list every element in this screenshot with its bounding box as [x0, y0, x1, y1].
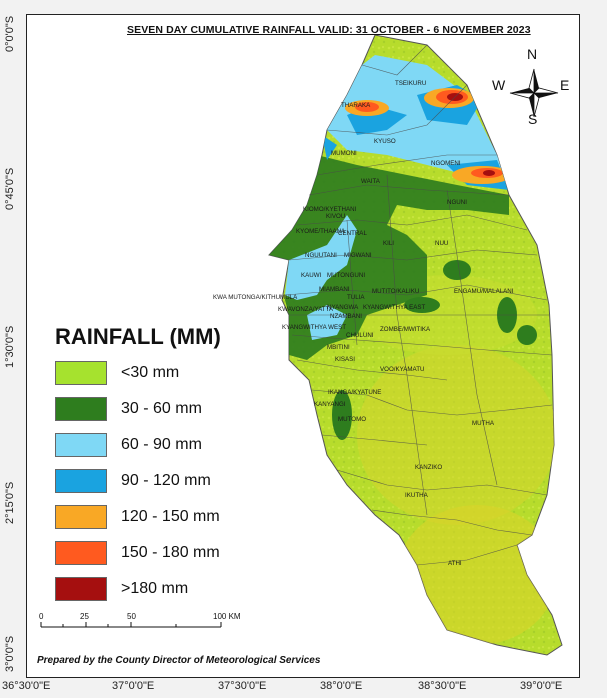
place-label: ZOMBE/MWITIKA [380, 326, 431, 333]
place-label: KYANGWITHYA WEST [282, 324, 346, 331]
lon-label: 37°0'0"E [112, 680, 155, 692]
compass-south: S [528, 111, 538, 127]
place-label: MIGWANI [344, 252, 372, 259]
legend-swatch [55, 469, 107, 493]
place-label: ATHI [448, 560, 462, 567]
place-label: KAUWI [301, 272, 322, 279]
lat-label: 2°15'0"S [4, 481, 16, 524]
lat-label: 0°45'0"S [4, 167, 16, 210]
place-labels: TSEIKURU THARAKA KYUSO MUMONI NGOMENI WAITA NG… [213, 80, 514, 567]
legend-item: <30 mm [55, 361, 179, 385]
place-label: THARAKA [341, 102, 371, 109]
compass-rose-icon [509, 68, 559, 118]
place-label: KWA MUTONGA/KITHUMULA [213, 294, 298, 301]
place-label: TSEIKURU [395, 80, 426, 87]
place-label: IKUTHA [405, 492, 429, 499]
legend-label: 30 - 60 mm [121, 400, 202, 417]
scale-tick: 0 [39, 612, 44, 621]
legend-title: RAINFALL (MM) [55, 324, 221, 349]
place-label: MIAMBANI [319, 286, 350, 293]
legend-swatch [55, 577, 107, 601]
place-label: MUTONGUNI [327, 272, 365, 279]
compass-west: W [492, 77, 506, 93]
place-label: ENGAMU/MALALANI [454, 288, 514, 295]
place-label: NZAMBANI [330, 313, 362, 320]
legend-item: 150 - 180 mm [55, 541, 220, 565]
place-label: KANZIKO [415, 464, 442, 471]
place-label: VOO/KYAMATU [380, 366, 424, 373]
scale-tick: 50 [127, 612, 136, 621]
legend-swatch [55, 505, 107, 529]
legend-label: <30 mm [121, 364, 180, 381]
map-title: SEVEN DAY CUMULATIVE RAINFALL VALID: 31 … [127, 24, 531, 36]
place-label: NUU [435, 240, 448, 247]
lat-label: 1°30'0"S [4, 325, 16, 368]
legend-label: 150 - 180 mm [121, 544, 220, 561]
place-label: KISASI [335, 356, 355, 363]
legend-item: 60 - 90 mm [55, 433, 202, 457]
place-label: MUTHA [472, 420, 495, 427]
place-label: KANYANGI [314, 401, 346, 408]
lon-label: 38°0'0"E [320, 680, 363, 692]
place-label: NGOMENI [431, 160, 461, 167]
place-label: NGUNI [447, 199, 467, 206]
legend-item: 120 - 150 mm [55, 505, 220, 529]
place-label: KIOMO/KYETHANI [303, 206, 357, 213]
scale-tick: 100 KM [213, 612, 241, 621]
lat-label: 3°0'0"S [4, 635, 16, 672]
legend-swatch [55, 361, 107, 385]
place-label: WAITA [361, 178, 381, 185]
credit-line: Prepared by the County Director of Meteo… [37, 655, 321, 666]
map-frame: TSEIKURU THARAKA KYUSO MUMONI NGOMENI WAITA NG… [26, 14, 580, 678]
place-label: CENTRAL [338, 230, 367, 237]
place-label: MBITINI [327, 344, 350, 351]
place-label: MUMONI [331, 150, 357, 157]
place-label: KYANGWITHYA EAST [363, 304, 426, 311]
lon-label: 39°0'0"E [520, 680, 563, 692]
zone-60-90-north [327, 55, 509, 185]
ward-boundaries [284, 44, 553, 566]
place-label: MUTITO/KALIKU [372, 288, 419, 295]
legend-item: 90 - 120 mm [55, 469, 211, 493]
legend-label: 60 - 90 mm [121, 436, 202, 453]
place-label: NGUUTANI [305, 252, 337, 259]
place-label: KILI [383, 240, 394, 247]
legend-swatch [55, 397, 107, 421]
lon-label: 36°30'0"E [2, 680, 51, 692]
lon-label: 38°30'0"E [418, 680, 467, 692]
compass-east: E [560, 77, 570, 93]
lat-label: 0°0'0"S [4, 15, 16, 52]
scale-tick: 25 [80, 612, 89, 621]
place-label: KYUSO [374, 138, 396, 145]
place-label: TULIA [347, 294, 365, 301]
scale-bar: 0 25 50 100 KM [39, 612, 241, 628]
rainfall-map: TSEIKURU THARAKA KYUSO MUMONI NGOMENI WAITA NG… [39, 34, 563, 656]
place-label: KWAVONZA/YATTA [278, 306, 334, 313]
lon-label: 37°30'0"E [218, 680, 267, 692]
legend-swatch [55, 541, 107, 565]
legend-swatch [55, 433, 107, 457]
legend-item: 30 - 60 mm [55, 397, 202, 421]
place-label: NYANGWA [327, 304, 359, 311]
legend-item: >180 mm [55, 577, 188, 601]
legend-label: 120 - 150 mm [121, 508, 220, 525]
legend-label: 90 - 120 mm [121, 472, 211, 489]
place-label: CHULUNI [346, 332, 374, 339]
legend-label: >180 mm [121, 580, 189, 597]
place-label: IKANGA/KYATUNE [328, 389, 381, 396]
place-label: KIVOU [326, 213, 345, 220]
place-label: MUTOMO [338, 416, 366, 423]
place-label: KYOME/THAANA [296, 228, 346, 235]
compass-north: N [527, 46, 538, 62]
